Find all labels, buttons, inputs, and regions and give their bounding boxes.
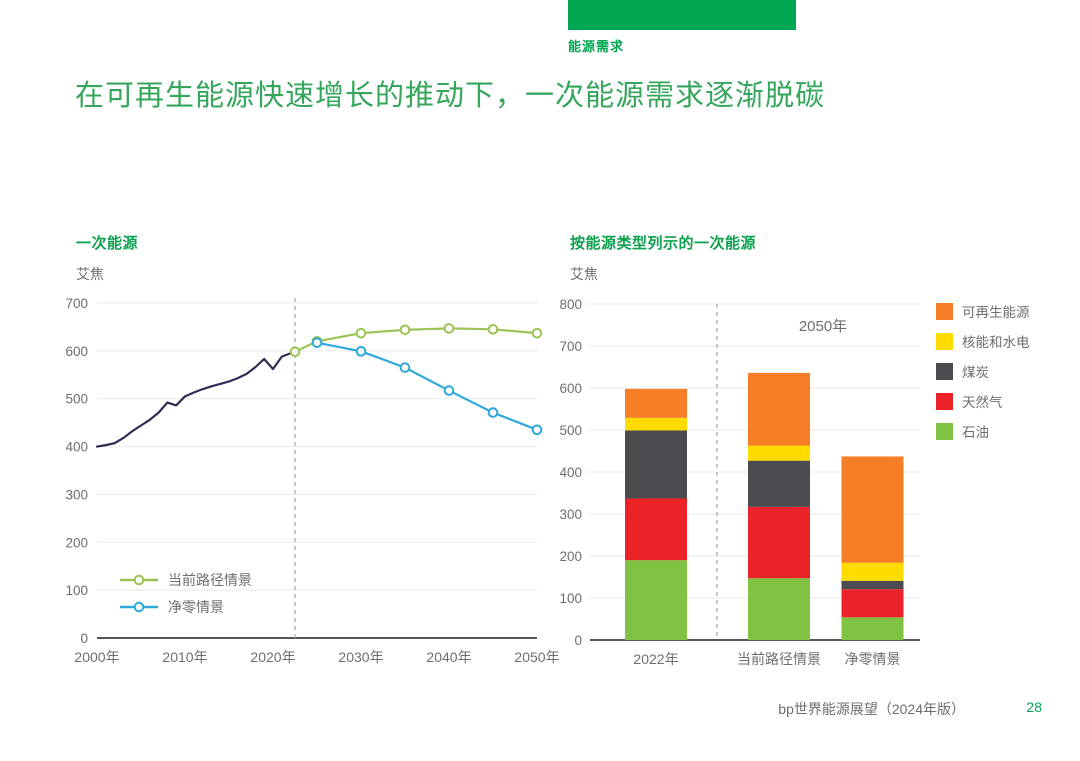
primary-energy-line-chart: 0 100 200 300 400 500 600 700 2000年 2010年 2020年 203… [65,296,559,665]
bar-segment-nuclear-hydro [625,417,687,431]
bar-segment-coal [748,460,810,507]
legend-label: 核能和水电 [962,335,1030,350]
bar-segment-renewables [748,372,810,446]
series-marker-net-zero [443,385,455,396]
line-chart-legend: 当前路径情景 净零情景 [120,570,252,617]
legend-swatch-coal [936,362,953,380]
y-tick-label: 100 [65,583,88,598]
line-chart-title: 一次能源 [76,235,139,252]
x-category-label: 2022年 [633,651,678,667]
legend-swatch-nuclear-hydro [936,332,953,350]
y-tick-label: 400 [65,440,88,455]
y-tick-label: 0 [574,633,582,648]
legend-swatch-renewables [936,302,953,320]
y-tick-label: 800 [560,297,582,312]
series-line-history [95,350,297,448]
page-number: 28 [1026,699,1042,715]
series-marker-current-trajectory [355,327,367,339]
series-line-net-zero [315,341,539,431]
legend-label: 可再生能源 [962,305,1030,320]
line-chart-unit-label: 艾焦 [76,266,104,282]
series-marker-net-zero [311,337,323,349]
bar-segment-coal [625,430,687,499]
bar-segment-natural-gas [625,498,687,561]
bar-segment-oil [841,617,904,640]
bar-segment-nuclear-hydro [748,445,810,461]
bar-segment-natural-gas [841,589,904,618]
series-marker-current-trajectory [399,324,411,336]
series-line-current-trajectory [293,327,539,353]
legend-item-renewables: 可再生能源 [936,301,1030,321]
bar-segment-oil [748,578,810,640]
bar-chart-title: 按能源类型列示的一次能源 [570,235,757,252]
bar-segment-coal [841,580,904,590]
y-tick-label: 0 [80,631,88,646]
x-tick-label: 2020年 [250,649,295,665]
series-marker-current-trajectory [531,327,543,339]
legend-label: 石油 [962,425,989,440]
y-tick-label: 100 [560,591,582,606]
legend-marker-icon [120,601,158,613]
bar-segment-nuclear-hydro [841,562,904,581]
y-tick-label: 600 [65,344,88,359]
y-tick-label: 700 [65,296,88,311]
footer-source: bp世界能源展望（2024年版） [778,701,965,717]
series-marker-net-zero [531,424,543,436]
y-tick-label: 600 [560,381,582,396]
x-tick-label: 2050年 [514,649,559,665]
legend-label: 当前路径情景 [168,572,252,588]
primary-energy-by-type-bar-chart: 0 100 200 300 400 500 600 700 800 2050年 2022年 当前路径情… [560,297,920,667]
legend-item-current-trajectory: 当前路径情景 [120,570,252,590]
legend-item-nuclear-hydro: 核能和水电 [936,331,1030,351]
legend-item-net-zero: 净零情景 [120,597,252,617]
legend-item-natural-gas: 天然气 [936,391,1030,411]
scenario-year-annotation: 2050年 [799,318,847,335]
y-tick-label: 400 [560,465,582,480]
y-tick-label: 200 [65,535,88,550]
y-tick-label: 300 [560,507,582,522]
series-marker-current-trajectory [443,323,455,334]
series-marker-current-trajectory [289,346,301,358]
y-tick-label: 500 [560,423,582,438]
bar-segment-renewables [625,388,687,418]
series-marker-net-zero [487,407,499,418]
legend-swatch-oil [936,422,953,440]
page-title: 在可再生能源快速增长的推动下，一次能源需求逐渐脱碳 [75,80,826,112]
series-marker-net-zero [355,346,367,357]
y-tick-label: 700 [560,339,582,354]
bar-segment-natural-gas [748,506,810,579]
x-category-label: 当前路径情景 [737,651,821,667]
x-category-label: 净零情景 [845,651,901,667]
bar-segment-oil [625,560,687,640]
x-tick-label: 2040年 [426,649,471,665]
legend-label: 煤炭 [962,365,989,380]
x-tick-label: 2000年 [74,649,119,665]
legend-item-coal: 煤炭 [936,361,1030,381]
legend-label: 天然气 [962,395,1003,410]
section-tab [568,0,796,30]
bar-chart-legend: 可再生能源核能和水电煤炭天然气石油 [936,301,1030,441]
legend-swatch-natural-gas [936,392,953,410]
series-marker-current-trajectory [487,324,499,335]
legend-label: 净零情景 [168,599,224,615]
section-tab-label: 能源需求 [568,39,625,54]
x-tick-label: 2010年 [162,649,207,665]
legend-item-oil: 石油 [936,421,1030,441]
bar-segment-renewables [841,456,904,563]
y-tick-label: 500 [65,392,88,407]
series-marker-net-zero [399,362,411,373]
legend-marker-icon [120,574,158,586]
bar-chart-unit-label: 艾焦 [570,266,598,282]
x-tick-label: 2030年 [338,649,383,665]
y-tick-label: 200 [560,549,582,564]
y-tick-label: 300 [65,487,88,502]
